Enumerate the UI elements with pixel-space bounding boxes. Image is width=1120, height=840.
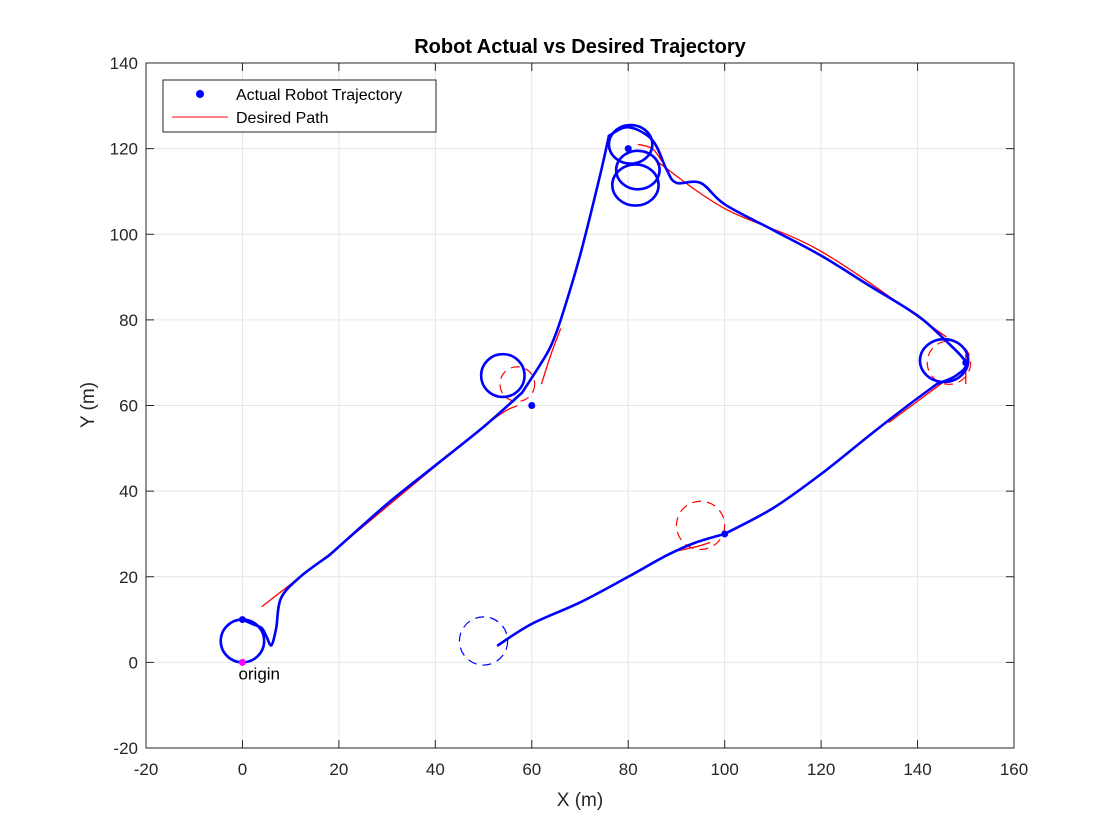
actual-trajectory-loop: [614, 149, 661, 191]
tick-labels: -20 0 20 40 60 80 100 120 140 160 -20 0 20 40 60 80 100 1…: [110, 54, 1029, 779]
x-tick-label: 120: [807, 760, 835, 779]
waypoint-marker: [238, 616, 246, 624]
x-tick-label: 100: [710, 760, 738, 779]
legend-label-actual: Actual Robot Trajectory: [236, 87, 402, 104]
waypoint-marker: [528, 402, 536, 409]
dashed-turn-circle: [499, 366, 536, 403]
actual-trajectory-segment: [496, 532, 726, 647]
y-tick-label: 120: [110, 140, 138, 159]
actual-trajectory-segment: [520, 134, 611, 394]
x-tick-label: 20: [329, 760, 348, 779]
legend-marker-actual: [196, 90, 204, 98]
actual-trajectory-segment: [723, 382, 939, 536]
legend-label-desired: Desired Path: [236, 110, 329, 127]
x-axis-label: X (m): [557, 790, 603, 811]
legend-box: [162, 79, 437, 133]
y-tick-label: 100: [110, 225, 138, 244]
waypoint-marker: [238, 658, 246, 666]
y-tick-label: 140: [110, 54, 138, 73]
y-axis-label: Y (m): [78, 382, 99, 428]
x-tick-label: 40: [426, 760, 445, 779]
chart-title: Robot Actual vs Desired Trajectory: [414, 36, 746, 58]
x-tick-label: 0: [238, 760, 247, 779]
x-tick-label: 160: [1000, 760, 1028, 779]
actual-trajectory-segment: [327, 391, 524, 557]
legend: Actual Robot Trajectory Desired Path: [162, 79, 437, 133]
x-tick-label: 60: [522, 760, 541, 779]
dashed-turn-circle: [926, 340, 972, 385]
x-tick-label: -20: [134, 760, 159, 779]
desired-path-segment: [888, 379, 947, 424]
origin-annotation: origin: [238, 664, 280, 683]
y-tick-label: 20: [119, 568, 138, 587]
desired-path-segment: [540, 328, 562, 385]
y-tick-label: 80: [119, 311, 138, 330]
x-tick-label: 140: [903, 760, 931, 779]
y-tick-label: -20: [113, 739, 138, 758]
actual-trajectory-loop: [479, 352, 526, 399]
y-tick-label: 60: [119, 397, 138, 416]
grid-lines: [145, 62, 1015, 749]
y-tick-label: 0: [129, 653, 138, 672]
x-tick-label: 80: [619, 760, 638, 779]
desired-path-segment: [676, 541, 711, 552]
plot-area: origin: [219, 123, 972, 683]
dashed-turn-circle: [675, 500, 726, 551]
axes: [145, 62, 1015, 749]
waypoint-marker: [962, 359, 970, 367]
y-tick-label: 40: [119, 482, 138, 501]
dashed-turn-circle: [458, 616, 509, 666]
waypoint-marker: [624, 145, 632, 153]
waypoint-marker: [721, 530, 729, 538]
actual-trajectory-loop: [611, 163, 660, 207]
